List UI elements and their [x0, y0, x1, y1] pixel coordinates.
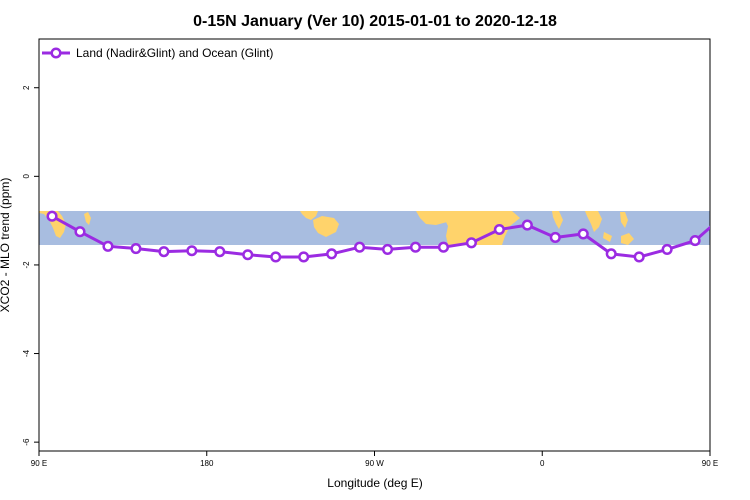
data-point	[298, 251, 310, 263]
y-tick-label: -2	[22, 261, 31, 269]
data-point	[46, 210, 58, 222]
data-point	[326, 248, 338, 260]
data-point	[242, 249, 254, 261]
x-tick-label: 90 E	[702, 459, 718, 468]
land-africa	[440, 211, 520, 245]
land-borneo	[621, 233, 634, 245]
land-central-america	[300, 211, 318, 220]
data-point	[102, 240, 114, 252]
legend-marker	[50, 47, 62, 59]
x-axis: 90 E 180 90 W 0 90 E	[31, 451, 718, 468]
data-point	[493, 223, 505, 236]
data-point	[719, 212, 728, 221]
data-point	[465, 237, 477, 249]
data-point	[409, 241, 422, 253]
land-indochina	[585, 211, 602, 232]
land-philippines	[620, 212, 628, 228]
chart-title: 0-15N January (Ver 10) 2015-01-01 to 202…	[193, 13, 557, 30]
land-south-america-north	[313, 216, 339, 237]
data-point	[186, 245, 198, 257]
y-tick-label: 2	[22, 85, 31, 90]
legend-label: Land (Nadir&Glint) and Ocean (Glint)	[76, 46, 273, 60]
data-point	[605, 248, 617, 260]
legend: Land (Nadir&Glint) and Ocean (Glint)	[42, 46, 273, 60]
land-sumatra	[603, 232, 612, 242]
x-tick-label: 90 E	[31, 459, 47, 468]
x-tick-label: 180	[200, 459, 214, 468]
y-tick-label: -4	[22, 349, 31, 357]
data-point	[354, 241, 366, 253]
x-tick-label: 0	[540, 459, 545, 468]
data-point	[549, 231, 561, 244]
y-tick-label: -6	[22, 438, 31, 446]
data-point	[661, 243, 673, 255]
data-point	[214, 246, 226, 258]
data-point	[437, 241, 450, 253]
series-layer	[46, 210, 728, 263]
data-point	[130, 242, 142, 255]
data-point	[521, 219, 533, 231]
data-point	[74, 226, 86, 238]
land-india	[552, 211, 563, 229]
data-point	[577, 228, 589, 240]
data-point	[158, 246, 170, 258]
y-axis: -6 -4 -2 0 2	[22, 85, 39, 446]
y-tick-label: 0	[22, 174, 31, 179]
x-axis-label: Longitude (deg E)	[327, 476, 422, 490]
map-band	[39, 211, 710, 245]
data-point	[381, 243, 394, 255]
data-point	[689, 235, 701, 247]
x-tick-label: 90 W	[365, 459, 384, 468]
land-south-asia-left	[39, 211, 66, 238]
y-axis-label: XCO2 - MLO trend (ppm)	[0, 178, 12, 313]
data-point	[270, 251, 282, 263]
land-philippines-left	[84, 212, 91, 225]
data-point	[633, 251, 645, 263]
